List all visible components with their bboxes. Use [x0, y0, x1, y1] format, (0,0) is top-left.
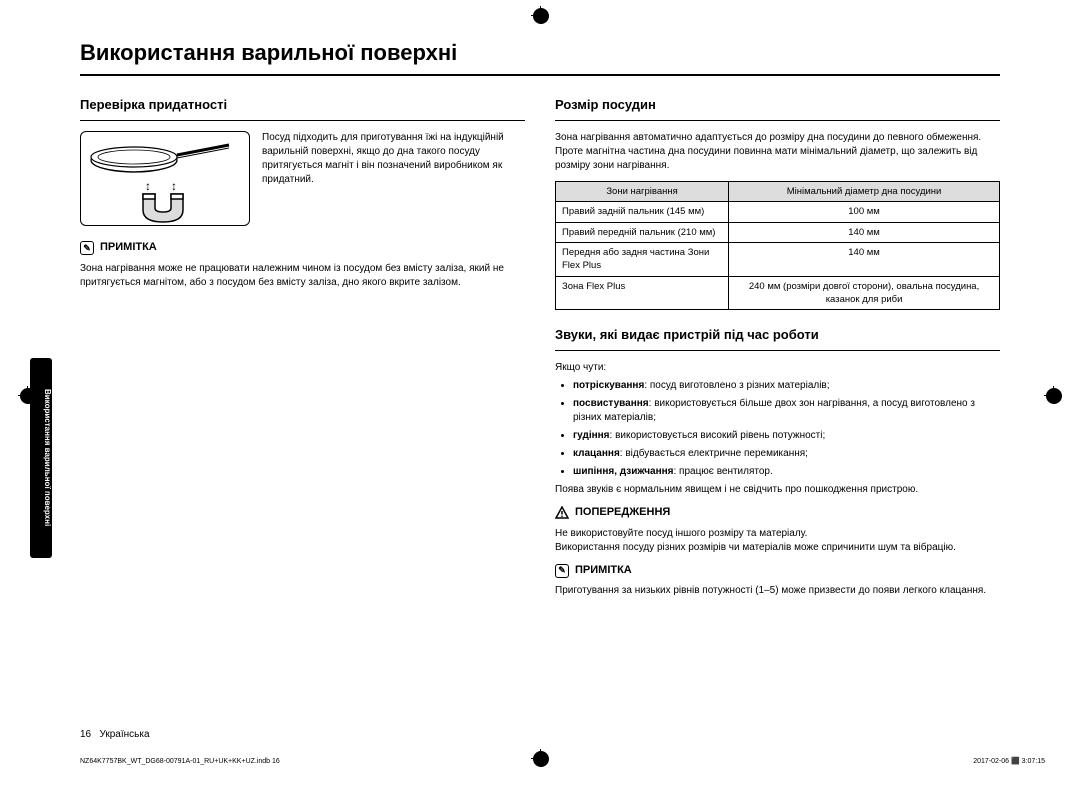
note-icon: ✎: [80, 241, 94, 255]
sounds-outro: Поява звуків є нормальним явищем і не св…: [555, 483, 1000, 497]
table-cell: 100 мм: [729, 202, 1000, 222]
sound-desc: : посуд виготовлено з різних матеріалів;: [644, 380, 829, 391]
sound-desc: : відбувається електричне перемикання;: [620, 448, 808, 459]
up-arrow-icon: ↕: [145, 182, 151, 193]
list-item: клацання: відбувається електричне переми…: [573, 447, 1000, 461]
page-title: Використання варильної поверхні: [80, 40, 1000, 66]
left-column: Перевірка придатності ↕ ↕: [80, 96, 525, 598]
pan-illustration-box: ↕ ↕: [80, 131, 250, 226]
note-label: ПРИМІТКА: [100, 240, 157, 255]
pan-description: Посуд підходить для приготування їжі на …: [262, 131, 525, 226]
warning-icon: [555, 506, 569, 520]
table-row: Передня або задня частина Зони Flex Plus…: [556, 243, 1000, 277]
sounds-list: потріскування: посуд виготовлено з різни…: [555, 379, 1000, 479]
list-item: гудіння: використовується високий рівень…: [573, 429, 1000, 443]
table-cell: Зона Flex Plus: [556, 276, 729, 310]
side-tab: Використання варильної поверхні: [30, 358, 52, 558]
sound-name: клацання: [573, 448, 620, 459]
section-rule: [555, 120, 1000, 121]
sound-name: посвистування: [573, 398, 649, 409]
list-item: шипіння, дзижчання: працює вентилятор.: [573, 465, 1000, 479]
warning-text: Не використовуйте посуд іншого розміру т…: [555, 527, 1000, 541]
page-language: Українська: [99, 729, 149, 740]
list-item: потріскування: посуд виготовлено з різни…: [573, 379, 1000, 393]
page-footer: 16 Українська: [80, 729, 150, 740]
size-intro: Зона нагрівання автоматично адаптується …: [555, 131, 1000, 173]
table-cell: 140 мм: [729, 222, 1000, 242]
magnet-icon: ↕ ↕: [141, 182, 191, 224]
footer-filename: NZ64K7757BK_WT_DG68-00791A-01_RU+UK+KK+U…: [80, 758, 280, 765]
table-row: Правий задній пальник (145 мм)100 мм: [556, 202, 1000, 222]
section-heading-sounds: Звуки, які видає пристрій під час роботи: [555, 326, 1000, 344]
warning-text: Використання посуду різних розмірів чи м…: [555, 541, 1000, 555]
table-header: Зони нагрівання: [556, 182, 729, 202]
table-cell: 140 мм: [729, 243, 1000, 277]
table-cell: Правий передній пальник (210 мм): [556, 222, 729, 242]
section-heading-size: Розмір посудин: [555, 96, 1000, 114]
section-rule: [80, 120, 525, 121]
table-row: Зона Flex Plus240 мм (розміри довгої сто…: [556, 276, 1000, 310]
note-text: Приготування за низьких рівнів потужност…: [555, 584, 1000, 598]
sound-name: гудіння: [573, 430, 610, 441]
up-arrow-icon: ↕: [171, 182, 177, 193]
table-row: Правий передній пальник (210 мм)140 мм: [556, 222, 1000, 242]
sound-desc: : працює вентилятор.: [673, 466, 772, 477]
size-table: Зони нагрівання Мінімальний діаметр дна …: [555, 181, 1000, 310]
sound-desc: : використовується високий рівень потужн…: [610, 430, 826, 441]
page-number: 16: [80, 729, 91, 740]
warning-label: ПОПЕРЕДЖЕННЯ: [575, 505, 670, 520]
right-column: Розмір посудин Зона нагрівання автоматич…: [555, 96, 1000, 598]
table-cell: Передня або задня частина Зони Flex Plus: [556, 243, 729, 277]
note-text: Зона нагрівання може не працювати належн…: [80, 262, 525, 290]
note-label: ПРИМІТКА: [575, 563, 632, 578]
sounds-intro: Якщо чути:: [555, 361, 1000, 375]
footer-timestamp: 2017-02-06 ⬛ 3:07:15: [973, 757, 1045, 765]
note-icon: ✎: [555, 564, 569, 578]
section-rule: [555, 350, 1000, 351]
title-rule: [80, 74, 1000, 76]
section-heading-suitability: Перевірка придатності: [80, 96, 525, 114]
pan-icon: [89, 140, 239, 176]
list-item: посвистування: використовується більше д…: [573, 397, 1000, 425]
table-cell: Правий задній пальник (145 мм): [556, 202, 729, 222]
sound-name: потріскування: [573, 380, 644, 391]
table-header: Мінімальний діаметр дна посудини: [729, 182, 1000, 202]
sound-name: шипіння, дзижчання: [573, 466, 673, 477]
table-cell: 240 мм (розміри довгої сторони), овальна…: [729, 276, 1000, 310]
